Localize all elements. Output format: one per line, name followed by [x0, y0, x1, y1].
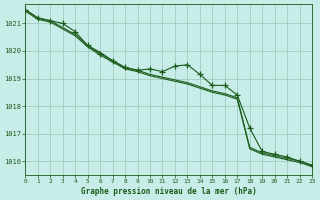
X-axis label: Graphe pression niveau de la mer (hPa): Graphe pression niveau de la mer (hPa) — [81, 187, 257, 196]
